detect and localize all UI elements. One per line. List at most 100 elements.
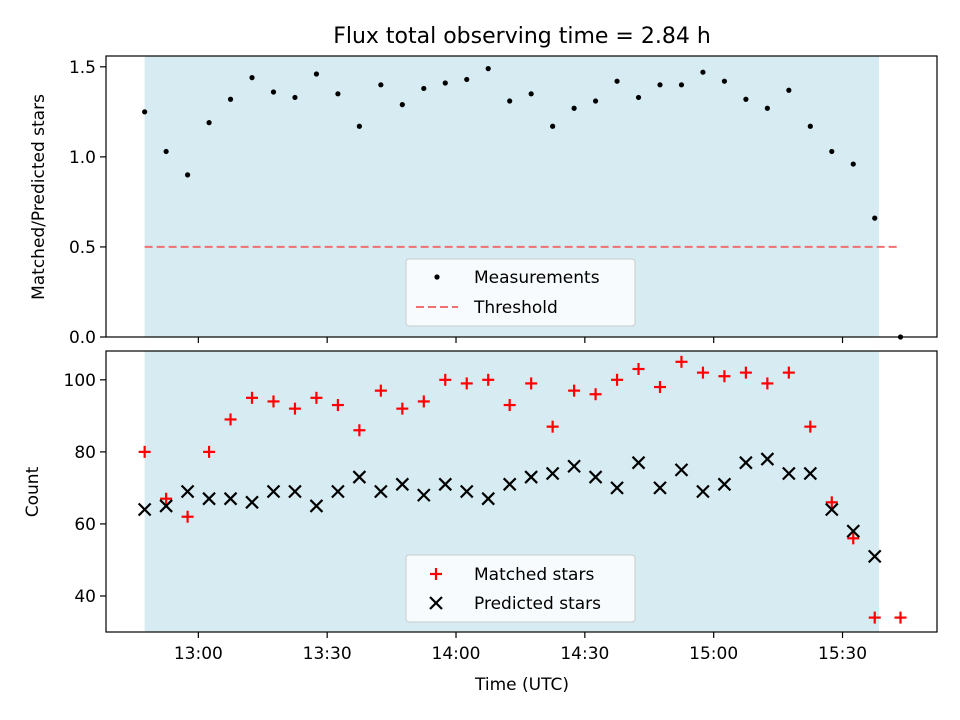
- matched-star-point: [460, 377, 473, 390]
- predicted-star-point: [631, 455, 646, 470]
- legend-measurements-label: Measurements: [474, 268, 600, 288]
- predicted-star-point: [352, 470, 367, 484]
- matched-star-point: [396, 402, 409, 415]
- bottom-panel: 40 60 80 100 13:00 13:30 14:00 14:30 15:00 15:30…: [23, 350, 938, 695]
- measurement-point: [270, 89, 277, 95]
- predicted-star-point: [567, 459, 581, 474]
- predicted-star-point: [696, 484, 710, 499]
- matched-star-point: [825, 496, 838, 509]
- matched-star-point: [331, 399, 344, 412]
- chart-title: Flux total observing time = 2.84 h: [333, 24, 711, 49]
- x-tick-label: 14:00: [432, 644, 481, 664]
- legend-matched-label: Matched stars: [474, 565, 594, 585]
- x-tick-label: 15:30: [818, 644, 867, 664]
- predicted-star-point: [846, 524, 861, 538]
- predicted-star-point: [202, 491, 216, 506]
- measurement-point: [528, 91, 534, 97]
- matched-star-point: [288, 402, 301, 415]
- legend-predicted-marker: [429, 596, 443, 610]
- predicted-star-point: [782, 466, 796, 481]
- predicted-star-point: [137, 502, 152, 517]
- predicted-star-point: [739, 455, 753, 470]
- predicted-star-point: [653, 481, 667, 495]
- matched-star-point: [138, 445, 151, 458]
- predicted-star-point: [438, 477, 453, 492]
- measurement-point: [292, 94, 298, 101]
- measurement-point: [378, 82, 384, 88]
- matched-star-point: [611, 373, 624, 386]
- measurement-point: [657, 82, 663, 88]
- matched-star-point: [589, 388, 602, 401]
- y-tick-label: 40: [74, 587, 96, 607]
- predicted-star-point: [417, 488, 431, 502]
- matched-star-point: [482, 373, 495, 386]
- x-tick-label: 14:30: [560, 644, 609, 664]
- matched-star-point: [160, 492, 173, 505]
- matched-star-point: [503, 399, 516, 412]
- predicted-star-point: [223, 491, 238, 506]
- measurement-point: [142, 109, 148, 115]
- measurement-point: [807, 123, 813, 129]
- measurement-point: [335, 91, 341, 97]
- matched-star-point: [224, 413, 237, 426]
- predicted-star-point: [266, 484, 281, 499]
- predicted-star-point: [803, 466, 818, 481]
- top-y-axis: 0.0 0.5 1.0 1.5: [69, 58, 106, 348]
- measurement-point: [678, 82, 685, 88]
- matched-star-point: [525, 377, 538, 390]
- predicted-star-point: [180, 484, 195, 499]
- matched-star-point: [203, 445, 216, 458]
- predicted-star-point: [245, 495, 259, 510]
- legend-matched-marker: [430, 568, 442, 580]
- top-panel: 0.0 0.5 1.0 1.5 Matched/Predicted stars Mea…: [29, 55, 938, 348]
- top-legend: Measurements Threshold: [405, 258, 636, 327]
- matched-star-point: [568, 384, 581, 397]
- measurement-point: [829, 148, 835, 155]
- y-tick-label: 0.5: [69, 238, 96, 258]
- x-axis: 13:00 13:30 14:00 14:30 15:00 15:30: [174, 632, 867, 664]
- matched-star-point: [675, 355, 688, 368]
- measurement-point: [399, 102, 405, 108]
- bottom-y-axis-label: Count: [23, 466, 43, 517]
- predicted-star-point: [288, 484, 302, 499]
- y-tick-label: 60: [74, 515, 96, 535]
- y-tick-label: 0.0: [69, 328, 96, 348]
- matched-star-point: [632, 363, 645, 376]
- measurement-point: [850, 161, 856, 167]
- top-axes-frame: [105, 55, 938, 338]
- predicted-star-point: [524, 470, 538, 484]
- measurement-point: [184, 172, 191, 178]
- measurement-point: [507, 98, 513, 104]
- y-tick-label: 1.5: [69, 58, 96, 78]
- measurement-point: [872, 215, 878, 221]
- matched-star-point: [868, 611, 881, 624]
- measurement-point: [571, 105, 577, 111]
- bottom-axes-frame: [105, 350, 938, 633]
- x-axis-label: Time (UTC): [474, 675, 569, 695]
- matched-star-point: [739, 366, 752, 379]
- measurement-point: [721, 78, 728, 84]
- matched-star-point: [246, 391, 259, 404]
- matched-star-point: [804, 420, 817, 433]
- y-tick-label: 100: [64, 371, 96, 391]
- bottom-legend: Matched stars Predicted stars: [405, 554, 636, 623]
- measurement-point: [592, 98, 599, 104]
- bottom-y-axis: 40 60 80 100: [64, 371, 106, 607]
- matched-star-point: [353, 424, 366, 437]
- measurement-point: [421, 85, 427, 92]
- top-y-axis-label: Matched/Predicted stars: [29, 94, 49, 300]
- matched-star-point: [894, 611, 907, 624]
- top-x-ticks: [197, 337, 844, 343]
- predicted-star-point: [374, 484, 388, 499]
- y-tick-label: 1.0: [69, 148, 96, 168]
- predicted-star-point: [825, 502, 839, 517]
- predicted-star-point: [674, 463, 689, 477]
- predicted-star-point: [331, 484, 345, 499]
- predicted-star-point: [481, 491, 495, 506]
- x-tick-label: 13:30: [303, 644, 352, 664]
- predicted-star-point: [588, 470, 603, 484]
- measurement-point: [206, 120, 212, 126]
- predicted-star-point: [459, 484, 474, 499]
- x-tick-label: 15:00: [689, 644, 738, 664]
